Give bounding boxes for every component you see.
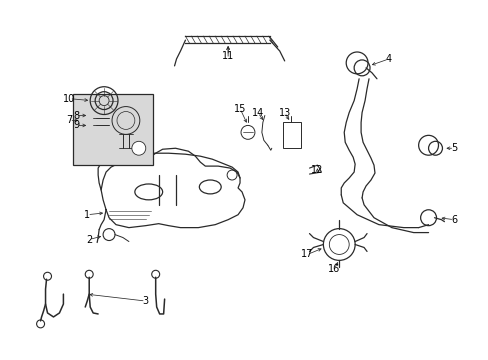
Text: 12: 12 bbox=[310, 165, 323, 175]
Text: 9: 9 bbox=[73, 121, 79, 130]
Polygon shape bbox=[185, 36, 269, 43]
Text: 17: 17 bbox=[301, 249, 313, 260]
Text: 2: 2 bbox=[86, 234, 92, 244]
Text: 14: 14 bbox=[251, 108, 264, 117]
Text: 15: 15 bbox=[233, 104, 246, 113]
Bar bbox=[282, 122, 300, 148]
Polygon shape bbox=[98, 153, 240, 210]
Text: 13: 13 bbox=[278, 108, 290, 117]
Text: 10: 10 bbox=[63, 94, 75, 104]
Circle shape bbox=[132, 141, 145, 155]
Text: 11: 11 bbox=[222, 51, 234, 61]
Text: 7: 7 bbox=[66, 116, 72, 126]
Text: 1: 1 bbox=[84, 210, 90, 220]
Polygon shape bbox=[101, 148, 244, 228]
FancyBboxPatch shape bbox=[73, 94, 152, 165]
Text: 16: 16 bbox=[327, 264, 340, 274]
Text: 5: 5 bbox=[450, 143, 457, 153]
Text: 3: 3 bbox=[142, 296, 148, 306]
Text: 8: 8 bbox=[73, 111, 79, 121]
Text: 6: 6 bbox=[450, 215, 456, 225]
Text: 4: 4 bbox=[385, 54, 391, 64]
